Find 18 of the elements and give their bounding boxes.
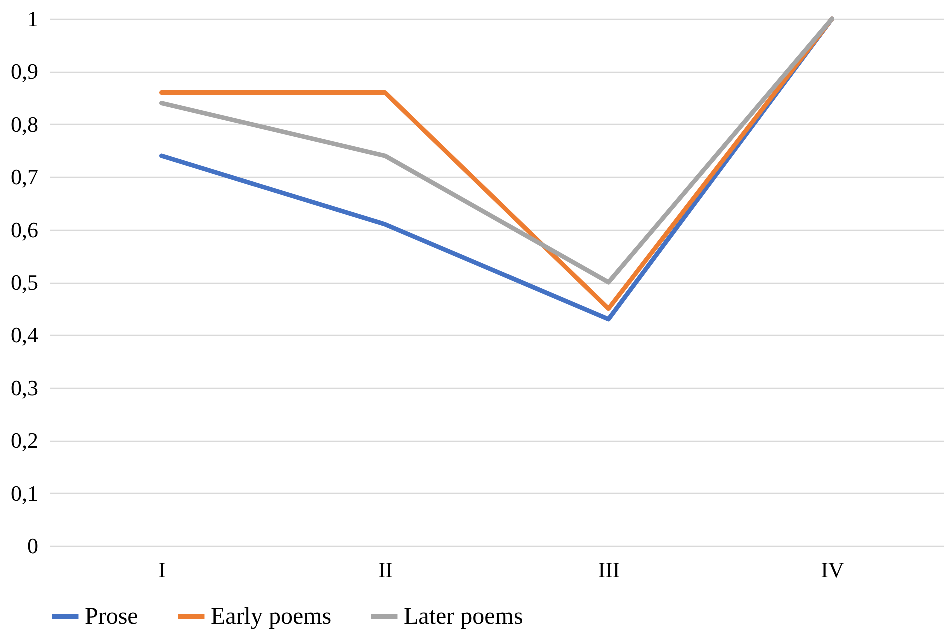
y-tick-label: 0,3: [11, 375, 38, 400]
legend-label: Early poems: [211, 604, 332, 630]
legend-label: Later poems: [404, 604, 524, 630]
x-tick-label: III: [598, 558, 620, 582]
y-tick-label: 0,5: [11, 270, 38, 295]
y-tick-label: 0,9: [11, 59, 38, 84]
x-tick-label: I: [158, 558, 166, 582]
x-tick-label: II: [378, 558, 394, 582]
y-tick-label: 0,6: [11, 217, 38, 242]
legend-label: Prose: [85, 604, 138, 630]
y-tick-label: 0,7: [11, 164, 38, 190]
y-tick-label: 0: [28, 534, 38, 558]
y-tick-label: 0,2: [11, 428, 38, 454]
y-tick-label: 0,1: [11, 480, 38, 506]
x-tick-label: IV: [821, 558, 844, 582]
y-tick-label: 0,4: [11, 322, 38, 348]
y-tick-label: 0,8: [11, 112, 38, 137]
y-tick-label: 1: [28, 6, 38, 32]
